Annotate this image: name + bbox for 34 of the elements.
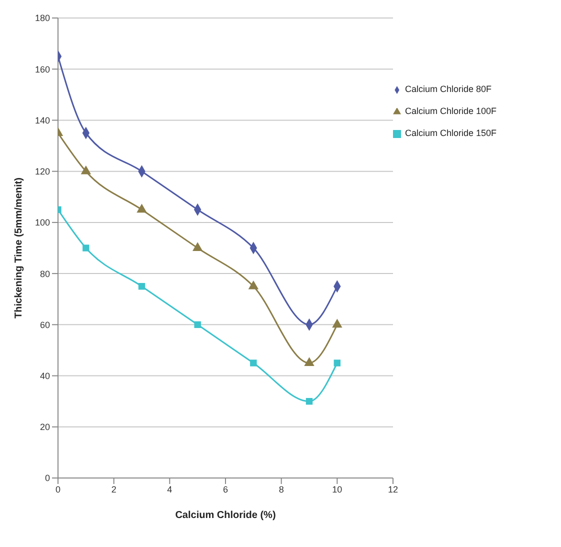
y-tick-label: 140 [34, 115, 50, 126]
x-tick-label: 2 [111, 484, 116, 494]
y-tick-label: 0 [44, 473, 50, 484]
y-tick-label: 180 [34, 13, 50, 24]
y-tick-label: 60 [40, 320, 50, 330]
y-tick-label: 80 [40, 268, 50, 279]
x-tick-label: 0 [55, 484, 61, 494]
legend-label: Calcium Chloride 80F [405, 84, 492, 94]
point [136, 204, 147, 213]
point [248, 280, 259, 290]
point [304, 357, 314, 366]
point [138, 282, 146, 290]
x-axis-title: Calcium Chloride (%) [175, 510, 276, 521]
point [194, 321, 201, 328]
point [332, 318, 342, 328]
x-tick-label: 4 [167, 484, 172, 494]
y-tick-label: 20 [40, 422, 50, 432]
x-tick-label: 12 [388, 484, 398, 494]
point [192, 242, 203, 251]
point [80, 165, 92, 174]
y-tick-label: 100 [34, 218, 50, 228]
y-tick-label: 40 [40, 370, 50, 381]
x-tick-label: 8 [278, 484, 284, 494]
y-axis-title: Thickening Time (5mm/menit) [14, 178, 25, 318]
x-tick-label: 10 [332, 484, 342, 494]
y-tick-label: 160 [34, 64, 50, 74]
point [334, 360, 341, 366]
point [306, 398, 313, 405]
point [82, 244, 90, 252]
legend-label: Calcium Chloride 100F [405, 106, 497, 116]
y-tick-label: 120 [34, 166, 50, 177]
legend-label: Calcium Chloride 150F [405, 128, 497, 138]
x-tick-label: 6 [222, 484, 228, 494]
point [250, 360, 257, 366]
